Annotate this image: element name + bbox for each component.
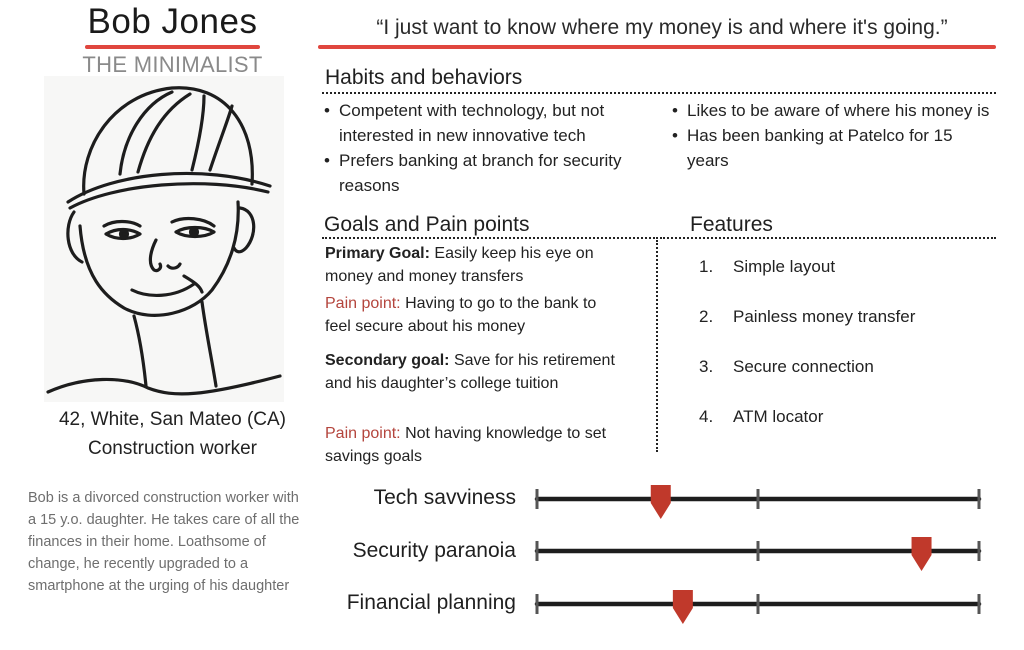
slider-marker xyxy=(911,537,932,571)
primary-goal: Primary Goal: Easily keep his eye on mon… xyxy=(325,242,625,288)
pain-point-text: Not having knowledge to set savings goal… xyxy=(325,425,607,465)
persona-occupation: Construction worker xyxy=(88,438,257,459)
features-list: 1. Simple layout 2. Painless money transfe… xyxy=(699,257,989,457)
slider-track-line xyxy=(534,485,982,519)
secondary-goal: Secondary goal: Save for his retirement … xyxy=(325,349,625,395)
slider-label-financial-planning: Financial planning xyxy=(346,591,516,614)
portrait-sketch-image xyxy=(44,76,284,402)
slider-label-tech-savviness: Tech savviness xyxy=(373,486,516,509)
pain-point-1: Pain point: Having to go to the bank to … xyxy=(325,292,625,338)
list-item: • Competent with technology, but not inte… xyxy=(324,101,605,145)
slider-security-paranoia xyxy=(534,537,982,571)
slider-financial-planning xyxy=(534,590,982,624)
persona-portrait xyxy=(44,76,284,402)
name-underline xyxy=(85,45,260,49)
feature-item: 1. Simple layout xyxy=(699,257,836,276)
habits-list-left: • Competent with technology, but not inte… xyxy=(324,98,654,198)
slider-marker xyxy=(672,590,693,624)
feature-item: 2. Painless money transfer xyxy=(699,307,916,326)
pain-point-2: Pain point: Not having knowledge to set … xyxy=(325,422,625,468)
secondary-goal-label: Secondary goal: xyxy=(325,352,450,369)
list-item: • Prefers banking at branch for security … xyxy=(324,151,622,195)
persona-demographics-block: 42, White, San Mateo (CA) Construction w… xyxy=(30,405,315,463)
feature-item: 4. ATM locator xyxy=(699,407,824,426)
slider-label-security-paranoia: Security paranoia xyxy=(352,539,516,562)
primary-goal-text: Easily keep his eye on money and money t… xyxy=(325,245,594,285)
features-heading: Features xyxy=(690,213,773,236)
quote-underline xyxy=(318,45,996,49)
slider-tech-savviness xyxy=(534,485,982,519)
slider-track-line xyxy=(534,590,982,624)
pain-point-text: Having to go to the bank to feel secure … xyxy=(325,295,597,335)
goals-heading: Goals and Pain points xyxy=(324,213,530,236)
pain-point-label: Pain point: xyxy=(325,295,401,312)
persona-archetype: THE MINIMALIST xyxy=(82,52,263,77)
slider-marker xyxy=(650,485,671,519)
habits-list-right: • Likes to be aware of where his money is… xyxy=(672,98,992,173)
primary-goal-label: Primary Goal: xyxy=(325,245,430,262)
habits-divider xyxy=(322,92,996,94)
column-divider xyxy=(656,240,658,452)
slider-track-line xyxy=(534,537,982,571)
persona-quote: “I just want to know where my money is a… xyxy=(376,16,948,39)
persona-demographics: 42, White, San Mateo (CA) xyxy=(58,409,287,430)
persona-bio: Bob is a divorced construction worker wi… xyxy=(28,490,300,594)
persona-name: Bob Jones xyxy=(87,2,258,41)
habits-heading: Habits and behaviors xyxy=(325,66,523,89)
feature-item: 3. Secure connection xyxy=(699,357,874,376)
list-item: • Has been banking at Patelco for 15 year… xyxy=(672,126,953,170)
pain-point-label: Pain point: xyxy=(325,425,401,442)
goals-divider xyxy=(322,237,658,239)
features-divider xyxy=(660,237,996,239)
secondary-goal-text: Save for his retirement and his daughter… xyxy=(325,352,615,392)
list-item: • Likes to be aware of where his money is xyxy=(672,101,990,120)
